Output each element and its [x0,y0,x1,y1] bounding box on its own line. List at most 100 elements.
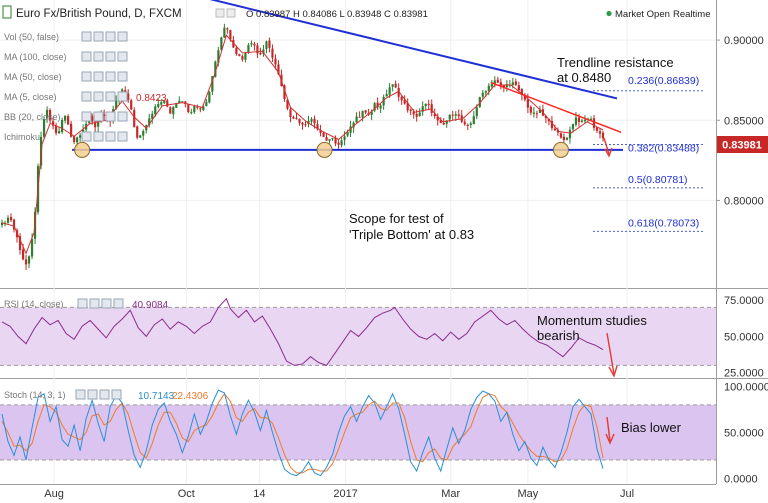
plus-icon[interactable] [105,91,116,102]
candle-down [241,56,244,60]
plus-icon[interactable] [105,71,116,82]
candle-down [364,110,367,113]
candle-down [406,103,409,111]
close-icon[interactable] [113,298,124,309]
rsi-tick-label: 25.0000 [724,368,764,380]
last-price-bg [717,136,768,153]
candle-up [262,49,265,54]
plus-icon[interactable] [105,31,116,42]
indicator-row[interactable]: MA (5, close) 0.8423 [4,91,167,104]
candle-down [130,100,133,110]
plus-icon[interactable] [105,51,116,62]
candle-down [436,116,439,121]
settings-icon[interactable] [93,31,104,42]
candle-up [76,137,79,143]
rsi-value: 40.9084 [132,300,169,311]
candle-down [127,93,130,100]
plus-icon[interactable] [101,298,112,309]
rsi-label: RSI (14, close) [4,299,64,309]
candle-up [493,80,496,84]
candle-down [316,124,319,130]
settings-icon[interactable] [89,298,100,309]
candle-down [523,95,526,100]
candle-down [559,133,563,138]
candle-down [277,64,280,75]
candle-up [223,27,226,38]
candle-up [208,91,211,103]
time-tick-label: Mar [441,488,460,500]
candle-down [169,107,172,114]
close-icon[interactable] [117,71,128,82]
candle-up [115,100,118,109]
stoch-tick-label: 100.0000 [724,381,768,393]
indicator-row[interactable]: Vol (50, false) [4,31,128,42]
eye-icon[interactable] [77,298,88,309]
indicator-label: MA (100, close) [4,52,67,62]
last-price-tag: 0.83981 [717,136,768,153]
arrow-head-icon [605,433,615,445]
price-pane[interactable] [0,0,716,287]
candle-up [214,61,217,77]
candle-down [400,96,403,101]
close-icon[interactable] [111,389,122,400]
indicator-label: MA (50, close) [4,72,62,82]
eye-icon[interactable] [81,31,92,42]
candle-down [598,131,602,134]
candle-down [48,110,52,121]
settings-icon[interactable] [93,111,104,122]
stoch-legend[interactable]: Stoch (14, 3, 1) 10.7143 22.4306 [4,389,209,402]
ohlc-values: O 0.83987 H 0.84086 L 0.83948 C 0.83981 [246,9,428,20]
annotation-momentum-bearish: bearish [537,328,580,343]
candle-down [292,117,295,119]
last-price: 0.83981 [722,140,762,152]
stoch-k-line [1,389,604,477]
candle-down [502,85,505,88]
settings-icon[interactable] [93,71,104,82]
eye-icon[interactable] [81,131,92,142]
rsi-legend[interactable]: RSI (14, close) 40.9084 [4,298,169,311]
indicator-row[interactable]: BB (20, close) [4,111,128,122]
candle-down [526,99,529,108]
close-icon[interactable] [117,131,128,142]
plus-icon[interactable] [105,111,116,122]
indicator-row[interactable]: MA (50, close) [4,71,128,82]
settings-icon[interactable] [93,131,104,142]
candle-down [54,125,58,134]
settings-icon[interactable] [87,389,98,400]
eye-icon[interactable] [81,91,92,102]
candle-up [64,115,67,121]
indicator-label: Ichimoku [4,132,40,142]
settings-icon[interactable] [93,91,104,102]
eye-icon[interactable] [75,389,86,400]
symbol-title[interactable]: Euro Fx/British Pound, D, FXCM [16,8,182,20]
candle-up [202,106,205,110]
plus-icon[interactable] [99,389,110,400]
close-icon[interactable] [117,51,128,62]
eye-icon[interactable] [81,51,92,62]
eye-icon[interactable] [215,8,225,18]
candle-down [18,236,22,251]
close-icon[interactable] [117,31,128,42]
plus-icon[interactable] [105,131,116,142]
candle-down [412,111,415,115]
candle-down [601,132,605,139]
candle-down [496,79,499,83]
indicator-row[interactable]: Ichimoku [4,131,128,142]
candle-up [565,137,569,140]
close-icon[interactable] [117,91,128,102]
candle-up [418,112,421,117]
candle-up [175,103,178,108]
settings-icon[interactable] [226,8,236,18]
settings-icon[interactable] [93,51,104,62]
candle-up [217,50,220,63]
close-icon[interactable] [117,111,128,122]
candle-up [178,100,181,104]
eye-icon[interactable] [81,71,92,82]
indicator-row[interactable]: MA (100, close) [4,51,128,62]
candle-up [589,118,593,120]
eye-icon[interactable] [81,111,92,122]
candle-down [394,83,397,88]
candle-up [484,91,487,93]
